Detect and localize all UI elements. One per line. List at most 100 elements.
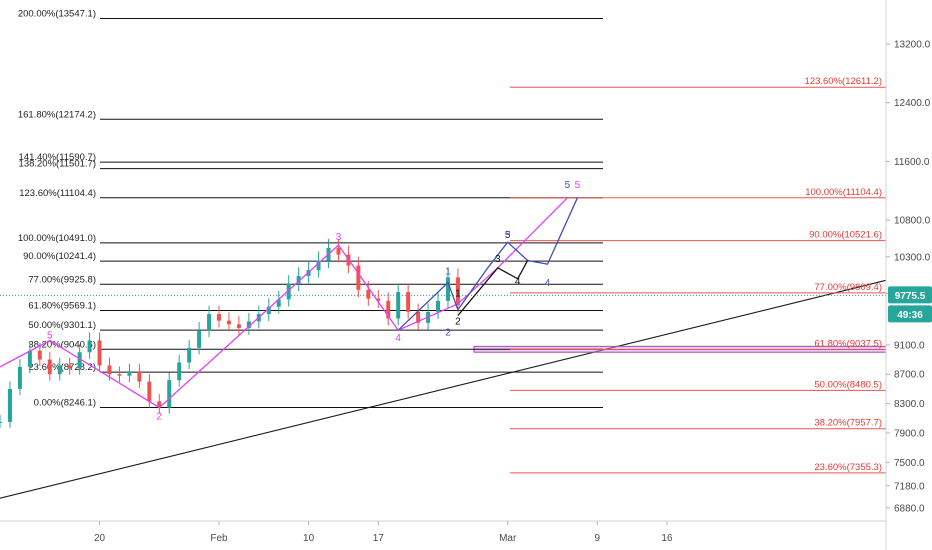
candle-body (376, 298, 381, 301)
time-tick-label: Feb (210, 533, 228, 544)
candle-body (37, 350, 42, 360)
candle-body (127, 371, 132, 376)
fib-red-label: 123.60%(12611.2) (805, 76, 882, 87)
candle-body (47, 359, 52, 375)
candle-body (436, 300, 441, 312)
fib-black-label: 0.00%(8246.1) (34, 398, 96, 409)
wave-label: 5 (47, 330, 53, 341)
fib-black-label: 50.00%(9301.1) (28, 320, 96, 331)
fib-black-label: 138.20%(11501.7) (19, 159, 96, 170)
price-tick-label: 6880.0 (894, 503, 925, 514)
price-badges: 9775.5 49:36 (888, 286, 932, 323)
candle-body (67, 365, 72, 369)
price-tick-label: 7180.0 (894, 481, 925, 492)
candle-body (57, 365, 62, 375)
fib-red-label: 90.00%(10521.6) (809, 230, 882, 241)
candle-body (416, 311, 421, 323)
fib-black-label: 100.00%(10491.0) (18, 233, 96, 244)
price-axis-background (887, 0, 932, 550)
candle-body (396, 292, 401, 319)
price-tick-label: 8700.0 (894, 370, 925, 381)
wave-label: 3 (505, 230, 511, 241)
candle-body (27, 350, 32, 367)
price-tick-label: 12400.0 (894, 98, 931, 109)
price-axis: 13200.012400.011600.010800.010300.09800.… (886, 0, 932, 550)
time-tick-label: 9 (595, 533, 601, 544)
time-tick-label: 16 (661, 533, 673, 544)
candle-body (217, 314, 222, 321)
candle-body (177, 362, 182, 381)
wave-line (457, 260, 529, 316)
fib-red-label: 23.60%(7355.3) (814, 462, 882, 473)
candle-body (246, 321, 251, 329)
time-tick-label: 10 (303, 533, 315, 544)
candle-body (187, 347, 192, 363)
candle-body (167, 380, 172, 408)
fib-black-label: 161.80%(12174.2) (18, 109, 96, 120)
wave-label: 4 (545, 278, 551, 289)
wave-label: 3 (336, 232, 342, 243)
fib-red-label: 77.00%(9809.4) (814, 282, 882, 293)
candle-body (386, 300, 391, 319)
candle-body (296, 275, 301, 284)
fib-black-label: 141.40%(11590.7) (19, 152, 96, 163)
candle-body (77, 352, 82, 369)
candle-body (17, 366, 22, 389)
wave-label: 2 (156, 412, 162, 423)
time-axis: 20 Feb 10 17 Mar 9 16 (94, 521, 673, 544)
wave-label: 5 (575, 180, 581, 191)
candle-body (107, 365, 112, 375)
price-tick-label: 8300.0 (894, 399, 925, 410)
fib-black-label: 38.20%(9040.5) (28, 339, 96, 350)
wave-line (397, 197, 578, 331)
candle-body (7, 388, 12, 422)
candle-body (406, 292, 411, 312)
candle-body (455, 277, 460, 306)
candle-body (87, 340, 92, 353)
fib-retracement-red: 123.60%(12611.2) 100.00%(11104.4) 90.00%(1… (510, 76, 886, 474)
candle-body (197, 330, 202, 348)
fib-black-label: 61.80%(9569.1) (28, 300, 96, 311)
fib-red-label: 61.80%(9037.5) (814, 338, 882, 349)
candle-body (445, 277, 450, 301)
candle-body (366, 289, 371, 299)
price-tick-label: 10300.0 (894, 252, 931, 263)
candle-body (207, 314, 212, 331)
time-tick-label: 17 (373, 533, 385, 544)
candle-body (0, 421, 2, 423)
wave-label: 2 (455, 316, 461, 327)
fib-extension-black: 200.00%(13547.1) 161.80%(12174.2) 141.40%(… (18, 9, 603, 409)
fib-red-label: 38.20%(7957.7) (814, 418, 882, 429)
price-series-layer (0, 238, 460, 428)
fib-red-label: 50.00%(8480.5) (814, 379, 882, 390)
fib-black-label: 123.60%(11104.4) (19, 188, 96, 199)
trendline (0, 279, 887, 499)
wave-label: 5 (505, 230, 511, 241)
candle-body (286, 283, 291, 300)
wave-label: 1 (455, 288, 461, 299)
countdown-badge (888, 305, 932, 323)
candle-body (266, 306, 271, 315)
wave-label: 4 (395, 333, 401, 344)
candle-body (226, 320, 231, 325)
wave-label: 5 (565, 180, 571, 191)
fib-black-label: 23.60%(8728.2) (28, 362, 96, 373)
price-tick-label: 7500.0 (894, 458, 925, 469)
candle-body (316, 260, 321, 271)
candle-body (97, 340, 102, 366)
candle-body (236, 324, 241, 329)
candle-body (336, 248, 341, 255)
candle-body (137, 371, 142, 382)
wave-label: 3 (495, 254, 501, 265)
time-tick-label: Mar (499, 533, 517, 544)
candle-body (276, 299, 281, 307)
wave-line (0, 197, 568, 409)
trendline-layer (0, 279, 887, 499)
price-tick-label: 7900.0 (894, 428, 925, 439)
countdown-badge-text: 49:36 (897, 310, 923, 321)
candle-body (117, 374, 122, 376)
price-tick-label: 11600.0 (894, 157, 930, 168)
candle-body (157, 401, 162, 408)
